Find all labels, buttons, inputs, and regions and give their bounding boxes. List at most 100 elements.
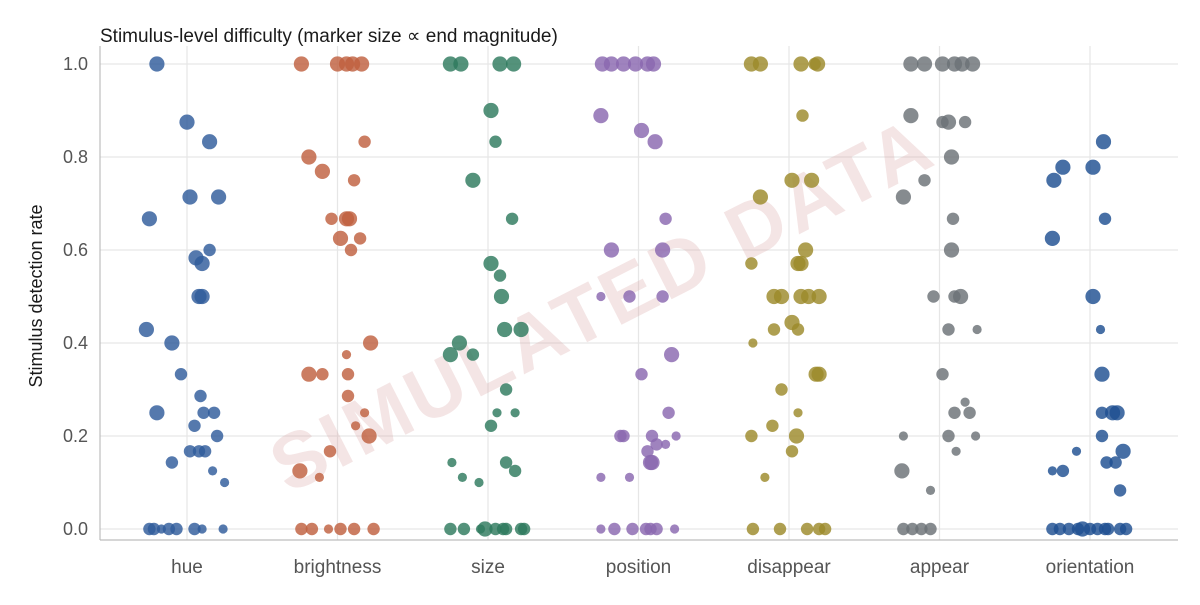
x-category-label: size (471, 557, 505, 578)
data-point-appear (942, 323, 955, 336)
data-point-disappear (773, 288, 790, 305)
data-point-position (645, 56, 662, 72)
data-point-position (650, 522, 663, 536)
data-point-brightness (325, 212, 338, 225)
data-point-orientation (1062, 522, 1076, 536)
x-category-label: position (606, 557, 672, 578)
data-point-appear (972, 324, 982, 335)
data-point-brightness (295, 522, 308, 536)
data-point-size (493, 288, 510, 305)
data-point-position (656, 290, 669, 303)
data-point-orientation (1085, 288, 1101, 305)
data-point-brightness (347, 522, 361, 536)
data-point-size (499, 522, 513, 536)
data-point-appear (898, 431, 909, 441)
data-point-appear (936, 368, 949, 381)
y-tick-label: 0.6 (63, 240, 88, 260)
data-point-orientation (1055, 159, 1071, 175)
data-point-hue (183, 445, 197, 458)
data-point-size (465, 172, 481, 188)
data-point-appear (943, 149, 960, 165)
data-point-hue (210, 429, 224, 443)
data-point-disappear (752, 56, 769, 72)
data-point-orientation (1053, 522, 1067, 536)
data-point-hue (207, 406, 221, 419)
data-point-size (505, 212, 519, 225)
data-point-hue (203, 243, 216, 257)
data-point-brightness (341, 389, 355, 403)
data-point-orientation (1100, 456, 1113, 469)
data-point-brightness (353, 232, 367, 245)
data-point-disappear (775, 383, 788, 396)
watermark-text: SIMULATED DATA (256, 99, 948, 510)
x-category-label: brightness (294, 557, 382, 578)
data-point-position (670, 524, 680, 534)
x-category-label: appear (910, 557, 970, 578)
x-category-label: disappear (747, 557, 831, 578)
data-point-orientation (1109, 405, 1125, 421)
data-point-appear (963, 406, 976, 419)
data-point-brightness (347, 174, 361, 187)
data-point-orientation (1095, 406, 1109, 419)
data-point-hue (164, 335, 180, 351)
data-point-disappear (745, 429, 758, 443)
data-point-appear (915, 522, 928, 536)
data-point-size (453, 56, 469, 72)
chart-title: Stimulus-level difficulty (marker size ∝… (100, 26, 558, 47)
x-category-label: orientation (1046, 557, 1135, 578)
data-point-disappear (811, 366, 827, 382)
data-point-size (499, 456, 513, 469)
data-point-hue (182, 189, 198, 205)
data-point-size (451, 335, 467, 351)
data-point-hue (147, 522, 161, 536)
data-point-position (626, 522, 639, 536)
data-point-appear (971, 431, 981, 441)
data-point-hue (138, 321, 154, 338)
data-point-position (641, 445, 654, 458)
data-point-disappear (760, 472, 770, 482)
data-point-hue (208, 466, 218, 476)
data-point-size (508, 464, 522, 478)
data-point-position (593, 108, 609, 124)
data-point-size (489, 135, 502, 148)
data-point-position (650, 438, 663, 451)
data-point-size (447, 457, 457, 468)
data-point-position (644, 454, 660, 471)
data-point-position (596, 472, 606, 482)
data-point-position (662, 406, 675, 419)
data-point-brightness (323, 445, 337, 458)
data-point-disappear (788, 428, 805, 444)
data-point-disappear (793, 255, 809, 272)
data-point-hue (149, 56, 165, 72)
data-point-position (603, 56, 620, 72)
data-point-disappear (796, 109, 809, 122)
data-point-size (466, 348, 480, 361)
data-point-brightness (341, 211, 358, 227)
data-point-hue (149, 405, 165, 421)
data-point-size (497, 321, 513, 338)
y-axis-label: Stimulus detection rate (26, 204, 46, 387)
data-point-disappear (793, 408, 803, 418)
data-point-orientation (1056, 464, 1070, 478)
data-point-hue (220, 477, 230, 488)
data-point-position (624, 472, 635, 482)
data-point-size (510, 408, 520, 418)
data-point-disappear (793, 56, 809, 72)
data-point-appear (954, 56, 970, 72)
data-point-brightness (301, 149, 317, 165)
data-point-appear (903, 56, 919, 72)
data-point-brightness (354, 56, 370, 72)
data-point-hue (174, 368, 188, 381)
data-point-brightness (363, 335, 379, 351)
data-point-brightness (360, 408, 370, 418)
data-point-brightness (334, 522, 347, 536)
y-tick-label: 1.0 (63, 54, 88, 74)
data-point-position (627, 56, 644, 72)
data-point-disappear (800, 522, 814, 536)
data-point-disappear (748, 338, 758, 348)
data-point-position (596, 291, 606, 302)
y-tick-label: 0.4 (63, 333, 88, 353)
data-point-disappear (785, 445, 799, 458)
data-point-hue (202, 134, 218, 150)
